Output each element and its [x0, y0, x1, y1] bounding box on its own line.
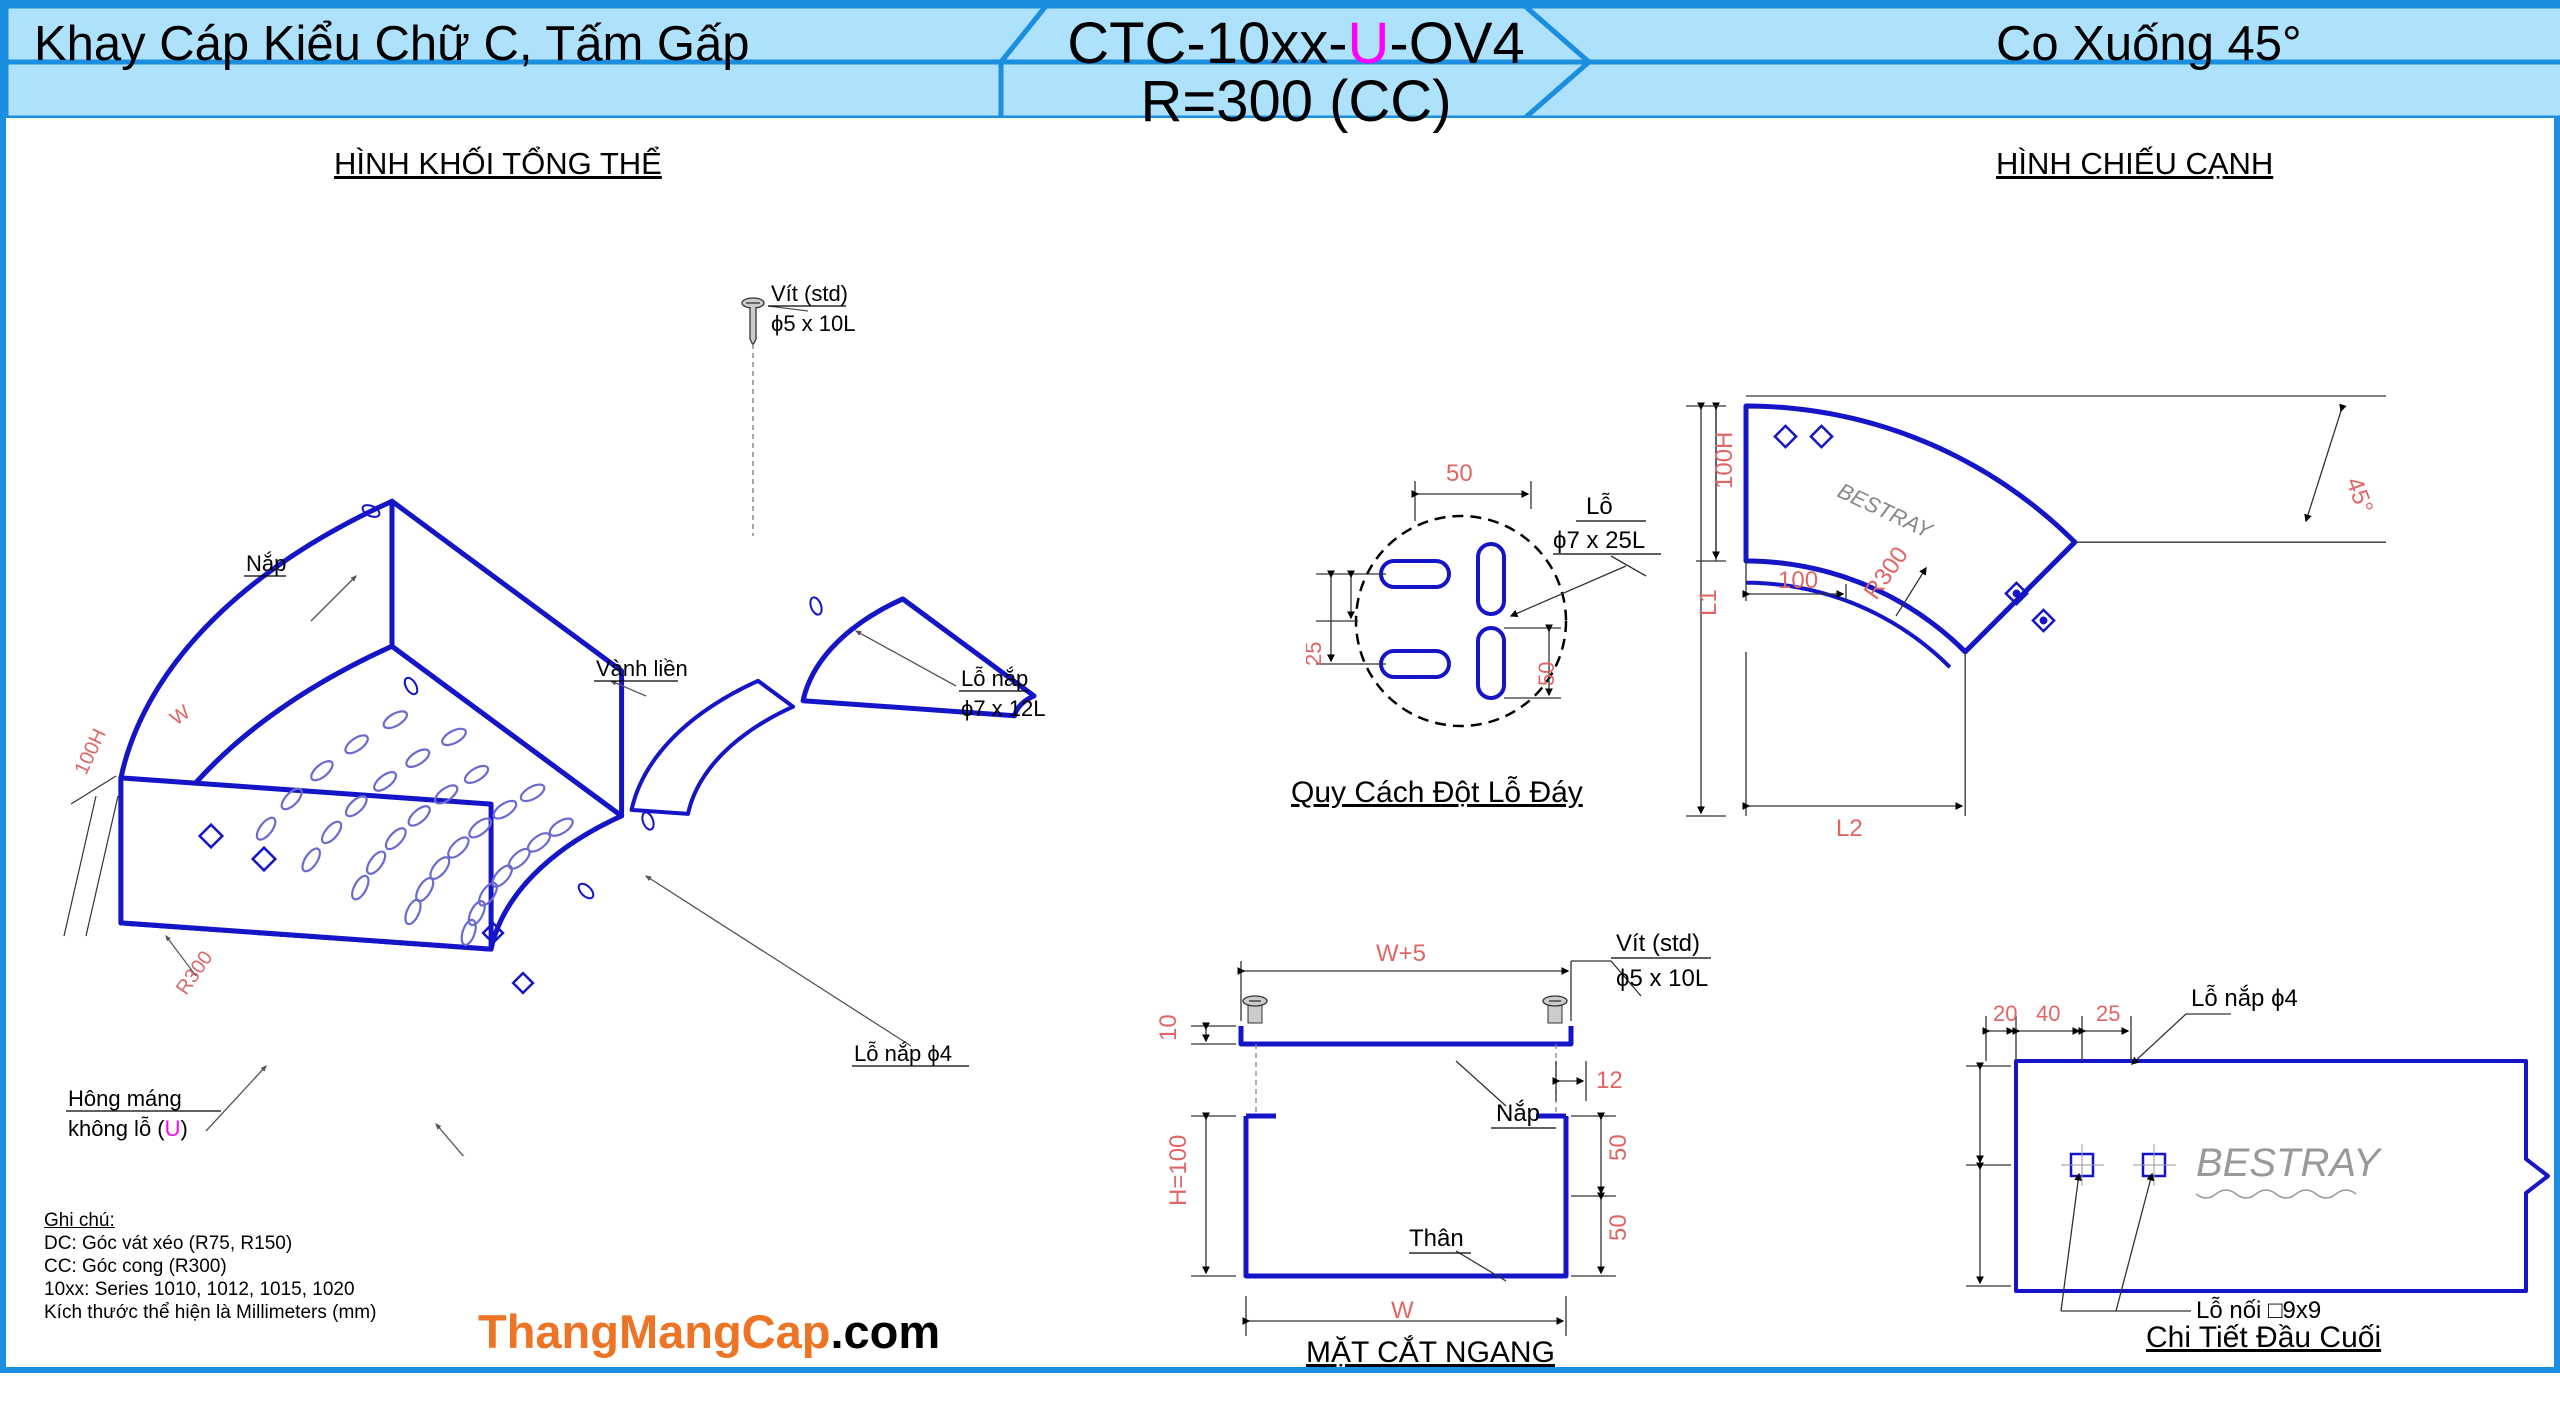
svg-text:Nắp: Nắp: [246, 551, 286, 576]
svg-text:Lỗ nắp: Lỗ nắp: [961, 666, 1028, 691]
svg-text:100H: 100H: [71, 725, 111, 778]
svg-text:25: 25: [2096, 1001, 2120, 1026]
svg-text:12: 12: [1596, 1067, 1623, 1094]
svg-text:W: W: [1391, 1297, 1414, 1324]
svg-text:45°: 45°: [2340, 474, 2378, 517]
svg-text:L2: L2: [1836, 815, 1863, 842]
svg-text:Hông máng: Hông máng: [68, 1086, 182, 1111]
svg-text:100: 100: [1778, 567, 1818, 594]
svg-text:25: 25: [1306, 642, 1326, 666]
svg-text:W+5: W+5: [1376, 940, 1426, 967]
svg-text:50: 50: [1605, 1214, 1632, 1241]
svg-text:ϕ7 x 25L: ϕ7 x 25L: [1553, 527, 1645, 554]
svg-text:H=100: H=100: [1165, 1135, 1192, 1206]
svg-text:Lỗ nắp ϕ4: Lỗ nắp ϕ4: [2191, 985, 2298, 1012]
svg-text:Lỗ nối □9x9: Lỗ nối □9x9: [2196, 1297, 2321, 1324]
svg-text:20: 20: [1993, 1001, 2017, 1026]
svg-text:Vành liền: Vành liền: [596, 656, 688, 681]
svg-text:Lỗ: Lỗ: [1586, 493, 1613, 520]
svg-text:ϕ7 x 12L: ϕ7 x 12L: [961, 696, 1046, 721]
svg-text:Vít (std): Vít (std): [771, 281, 848, 306]
svg-text:Nắp: Nắp: [1496, 1100, 1540, 1127]
svg-text:50: 50: [1446, 460, 1473, 487]
svg-text:không lỗ (U): không lỗ (U): [68, 1116, 188, 1141]
svg-text:ϕ5 x 10L: ϕ5 x 10L: [1616, 965, 1708, 992]
svg-text:10: 10: [1156, 1014, 1182, 1041]
svg-text:Vít (std): Vít (std): [1616, 930, 1700, 957]
svg-text:Thân: Thân: [1409, 1225, 1464, 1252]
svg-text:40: 40: [2036, 1001, 2060, 1026]
svg-text:50: 50: [1534, 662, 1559, 686]
svg-text:R300: R300: [172, 947, 217, 999]
svg-text:Lỗ nắp ϕ4: Lỗ nắp ϕ4: [854, 1041, 952, 1066]
svg-text:ϕ5 x 10L: ϕ5 x 10L: [771, 311, 856, 336]
svg-text:50: 50: [1605, 1134, 1632, 1161]
svg-text:BESTRAY: BESTRAY: [2196, 1141, 2383, 1185]
